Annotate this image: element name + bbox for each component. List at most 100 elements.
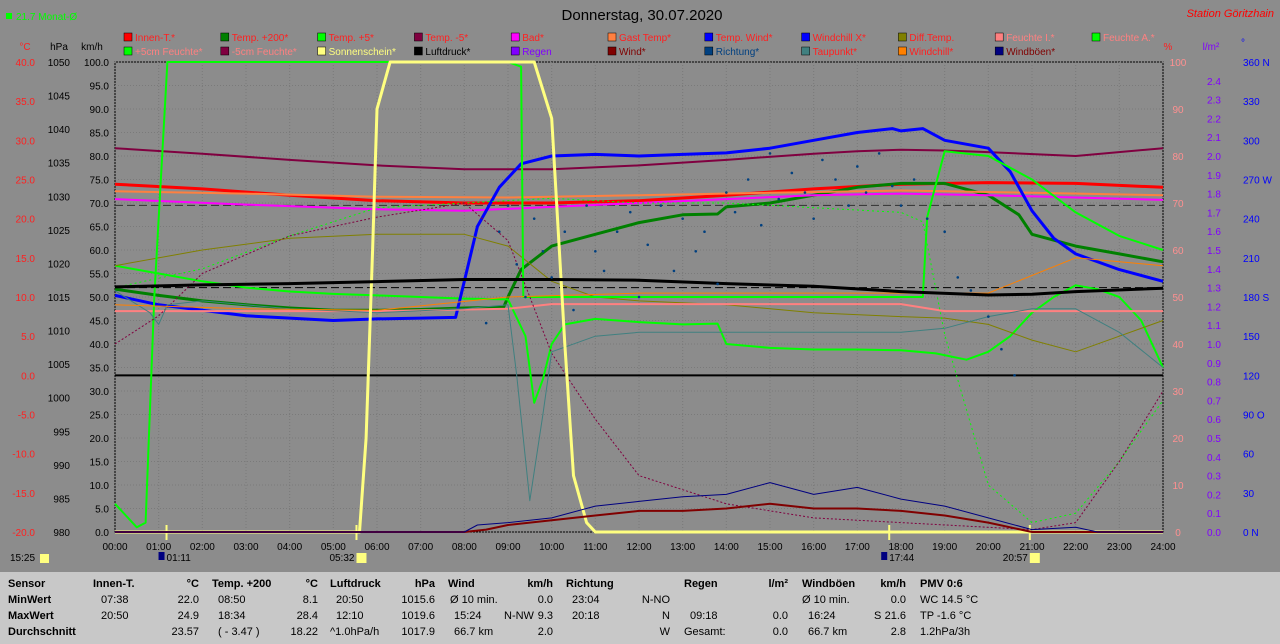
legend-label: Diff.Temp. (909, 33, 954, 44)
scatter-point-richtung (506, 204, 510, 207)
legend-label: Luftdruck* (425, 47, 470, 58)
max-time: 09:18 (690, 610, 718, 622)
tick-label-rain: 1.8 (1207, 190, 1221, 201)
scatter-point-richtung (1000, 347, 1003, 351)
moon-icon (881, 552, 888, 560)
scatter-point-richtung (515, 263, 519, 266)
col-regen: Regen l/m² 09:18 0.0 Gesamt: 0.0 (684, 576, 788, 642)
scatter-point-richtung (637, 295, 641, 299)
tick-label-hpa: 1000 (48, 394, 71, 405)
tick-label-hpa: 1020 (48, 259, 71, 270)
col-unit: l/m² (768, 578, 788, 590)
legend-swatch (123, 32, 133, 42)
tick-label-time: 13:00 (670, 542, 695, 553)
col-header: Innen-T. (93, 578, 135, 590)
legend-label: Wind* (619, 47, 646, 58)
series-line-temp-5 (114, 264, 1164, 404)
legend-swatch (801, 46, 810, 56)
tick-label-percent: 10 (1172, 481, 1184, 492)
tick-label-time: 24:00 (1150, 542, 1175, 553)
max-time: 12:10 (336, 610, 364, 622)
tick-label-direction: 360 N (1243, 58, 1270, 69)
scatter-point-richtung (694, 250, 698, 253)
series-line-feuchte-a (114, 197, 1164, 524)
tick-label-celsius: 30.0 (16, 136, 36, 147)
max-value: 0.0 (772, 610, 788, 622)
col-innen: Innen-T. °C 07:38 22.0 20:50 24.9 23.57 (93, 576, 199, 642)
scatter-point-richtung (524, 295, 527, 299)
legend-swatch (607, 32, 617, 42)
tick-label-kmh: 0.0 (95, 528, 109, 539)
tick-label-direction: 210 (1243, 254, 1260, 265)
col-pmv: PMV 0:6 WC 14.5 °C TP -1.6 °C 1.2hPa/3h (920, 576, 1020, 642)
scatter-point-richtung (628, 210, 632, 214)
tick-label-kmh: 35.0 (90, 364, 110, 375)
min-value: 1015.6 (401, 594, 435, 606)
tick-label-hpa: 1025 (48, 226, 71, 237)
scatter-point-richtung (725, 191, 728, 194)
scatter-point-richtung (768, 152, 772, 155)
sun-icon (40, 554, 49, 563)
axis-unit-rain: l/m² (1203, 42, 1220, 53)
min-time: Ø 10 min. (802, 594, 850, 606)
scatter-point-richtung (821, 158, 824, 162)
tick-label-rain: 0.3 (1207, 472, 1221, 483)
tick-label-rain: 1.9 (1207, 171, 1221, 182)
tick-label-percent: 50 (1172, 293, 1184, 304)
tick-label-percent: 100 (1170, 58, 1187, 69)
tick-label-kmh: 20.0 (90, 434, 110, 445)
tick-label-celsius: -5.0 (18, 411, 36, 422)
tick-label-percent: 90 (1172, 105, 1184, 116)
tick-label-time: 19:00 (932, 542, 957, 553)
legend-swatch (994, 46, 1004, 56)
tick-label-time: 16:00 (801, 542, 826, 553)
tick-label-percent: 30 (1172, 387, 1184, 398)
avg-note: ^1.0hPa/h (330, 626, 380, 638)
series-line-diff-temp (114, 233, 1164, 353)
legend-label: -5cm Feuchte* (232, 47, 297, 58)
month-avg-marker (6, 13, 12, 19)
legend-label: Temp. Wind* (716, 33, 773, 44)
tick-label-time: 05:00 (321, 542, 346, 553)
avg-note: 66.7 km (454, 626, 494, 638)
tick-label-rain: 0.5 (1207, 434, 1221, 445)
col-windboeen: Windböen km/h Ø 10 min. 0.0 16:24 S 21.6 66.… (802, 576, 906, 642)
tick-label-time: 12:00 (626, 542, 651, 553)
legend-label: Windchill* (909, 47, 953, 58)
tick-label-direction: 330 (1243, 97, 1260, 108)
tick-label-hpa: 1030 (48, 192, 71, 203)
max-value: 1019.6 (401, 610, 435, 622)
scatter-point-richtung (969, 289, 973, 292)
tick-label-celsius: 0.0 (21, 371, 35, 382)
legend-label: Feuchte A.* (1103, 33, 1155, 44)
chart-grid (114, 61, 1164, 533)
tick-label-time: 21:00 (1019, 542, 1044, 553)
station-name: Station Göritzhain (1187, 8, 1274, 20)
scatter-point-richtung (563, 230, 567, 234)
tick-label-kmh: 45.0 (90, 317, 110, 328)
tick-label-rain: 1.0 (1207, 340, 1221, 351)
legend-swatch (1091, 32, 1101, 42)
tick-label-celsius: 10.0 (16, 293, 36, 304)
row-label: Sensor (8, 578, 46, 590)
scatter-point-richtung (847, 204, 850, 207)
max-value: 24.9 (177, 610, 199, 622)
legend-label: Bad* (522, 33, 544, 44)
col-unit: °C (305, 578, 318, 590)
scatter-point-richtung (594, 250, 597, 253)
min-value: 0.0 (537, 594, 553, 606)
time-marker-label: 01:11 (167, 553, 192, 564)
scatter-point-richtung (956, 276, 960, 279)
tick-label-kmh: 90.0 (90, 105, 110, 116)
series-line-taupunkt (114, 290, 1164, 502)
col-richtung: Richtung 23:04 N-NO 20:18 N W (566, 576, 670, 642)
tick-label-percent: 20 (1172, 434, 1184, 445)
tick-label-time: 14:00 (714, 542, 739, 553)
scatter-point-richtung (899, 204, 903, 207)
tick-label-time: 02:00 (190, 542, 215, 553)
axis-unit-degree: ° (1241, 38, 1245, 49)
avg-note: Gesamt: (684, 626, 726, 638)
scatter-point-richtung (703, 230, 706, 234)
avg-value: 18.22 (290, 626, 318, 638)
tick-label-kmh: 85.0 (90, 129, 110, 140)
